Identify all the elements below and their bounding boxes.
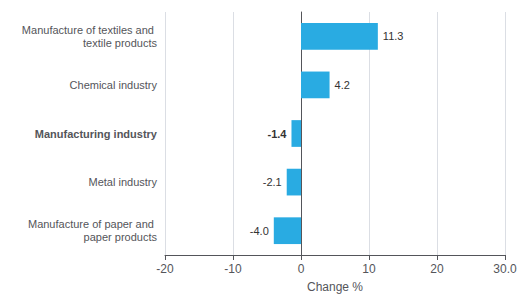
svg-text:-10: -10 [224,262,242,276]
svg-text:Change %: Change % [307,280,363,294]
svg-text:-1.4: -1.4 [268,128,288,140]
svg-text:Chemical industry: Chemical industry [70,79,158,91]
svg-text:30.0: 30.0 [493,262,517,276]
svg-text:-20: -20 [156,262,174,276]
svg-text:Manufacture of paper and: Manufacture of paper and [28,218,157,230]
svg-text:textile products: textile products [83,37,157,49]
svg-text:-4.0: -4.0 [250,225,269,237]
svg-text:paper products: paper products [84,231,158,243]
svg-text:0: 0 [298,262,305,276]
svg-text:Manufacturing industry: Manufacturing industry [35,128,158,140]
svg-text:-2.1: -2.1 [263,176,282,188]
svg-text:4.2: 4.2 [335,79,350,91]
svg-text:20: 20 [430,262,444,276]
svg-text:Metal industry: Metal industry [89,176,158,188]
svg-text:10: 10 [362,262,376,276]
svg-text:11.3: 11.3 [383,30,404,42]
svg-text:Manufacture of textiles and: Manufacture of textiles and [22,24,157,36]
